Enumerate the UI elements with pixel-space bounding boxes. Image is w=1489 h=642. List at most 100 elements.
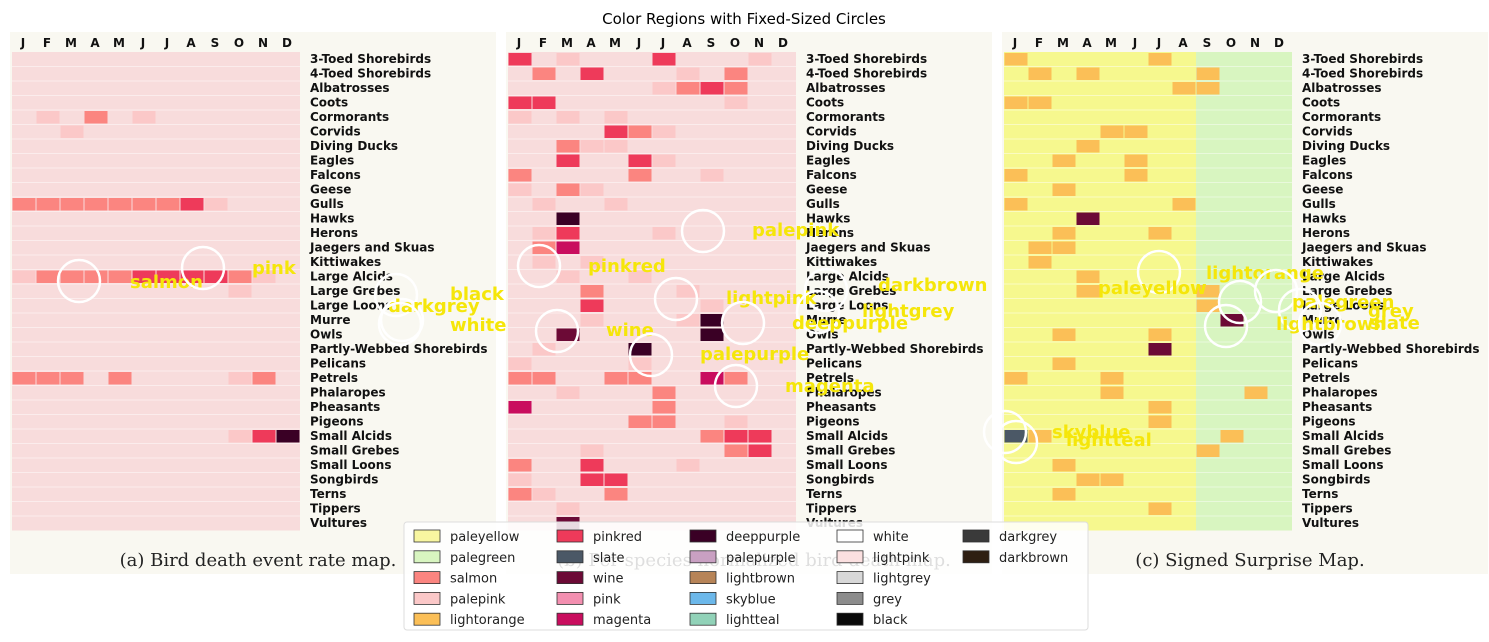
- species-label: Cormorants: [806, 110, 885, 124]
- legend-entry: grey: [836, 592, 902, 607]
- heatmap-cell: [1004, 169, 1028, 182]
- heatmap-cell: [556, 140, 580, 153]
- month-label: F: [539, 36, 547, 50]
- legend-swatch: [689, 571, 717, 584]
- species-label: Owls: [310, 328, 343, 342]
- species-label: Geese: [806, 183, 847, 197]
- legend-swatch: [689, 592, 717, 605]
- heatmap-cell: [652, 386, 676, 399]
- month-label: N: [1250, 36, 1260, 50]
- heatmap-cell: [1076, 285, 1100, 298]
- annotation-pinkred: pinkred: [516, 243, 666, 289]
- annotation-white: white: [377, 301, 506, 347]
- legend-label: palepurple: [726, 551, 796, 566]
- heatmap-cell: [700, 299, 724, 312]
- heatmap-cell: [1220, 430, 1244, 443]
- heatmap-cell: [1028, 241, 1052, 254]
- heatmap-cell: [628, 125, 652, 138]
- heatmap-cell: [1148, 415, 1172, 428]
- month-label: O: [730, 36, 740, 50]
- heatmap-cell: [228, 372, 252, 385]
- heatmap-cell: [508, 459, 532, 472]
- species-label: Pheasants: [310, 400, 380, 414]
- heatmap-cell: [556, 111, 580, 124]
- legend-swatch: [556, 592, 584, 605]
- annotation-label: skyblue: [1052, 422, 1131, 443]
- heatmap-cell: [276, 430, 300, 443]
- month-label: N: [754, 36, 764, 50]
- legend-swatch: [689, 550, 717, 564]
- annotation-label: wine: [606, 320, 654, 341]
- species-label: 4-Toed Shorebirds: [1302, 67, 1423, 81]
- legend-label: magenta: [593, 613, 651, 628]
- heatmap-cell: [1196, 67, 1220, 80]
- month-label: J: [660, 36, 665, 50]
- heatmap-cell: [604, 111, 628, 124]
- species-label: Small Grebes: [1302, 444, 1391, 458]
- heatmap-cell: [36, 372, 60, 385]
- heatmap-cell: [1148, 328, 1172, 341]
- heatmap-cell: [556, 502, 580, 515]
- heatmap-cell: [628, 415, 652, 428]
- species-label: Owls: [806, 328, 839, 342]
- month-label: N: [258, 36, 268, 50]
- heatmap-cell: [532, 96, 556, 109]
- heatmap-cell: [580, 183, 604, 196]
- heatmap-cell: [580, 256, 604, 269]
- heatmap-cell: [532, 198, 556, 211]
- heatmap-cell: [628, 169, 652, 182]
- annotation-circle: [1297, 301, 1343, 347]
- legend-entry: slate: [556, 550, 624, 566]
- legend-label: deeppurple: [726, 530, 800, 545]
- legend-entry: salmon: [413, 571, 497, 587]
- species-label: Pelicans: [1302, 357, 1358, 371]
- month-label: S: [1203, 36, 1212, 50]
- heatmap-cell: [532, 488, 556, 501]
- species-label: Albatrosses: [1302, 81, 1382, 95]
- heatmap-cell: [724, 415, 748, 428]
- heatmap-cell: [1124, 169, 1148, 182]
- species-label: Large Loons: [806, 299, 888, 313]
- annotation-label: darkgrey: [388, 296, 480, 317]
- heatmap-cell: [508, 401, 532, 414]
- heatmap-cell: [724, 67, 748, 80]
- heatmap-cell: [1052, 357, 1076, 370]
- heatmap-cell: [556, 386, 580, 399]
- legend-label: lightbrown: [726, 572, 795, 587]
- legend-swatch: [689, 529, 717, 543]
- annotation-circle: [180, 245, 226, 291]
- species-label: Phalaropes: [806, 386, 882, 400]
- annotation-pink: pink: [180, 245, 297, 291]
- species-label: 4-Toed Shorebirds: [310, 67, 431, 81]
- species-label: Pheasants: [1302, 400, 1372, 414]
- species-label: Eagles: [310, 154, 354, 168]
- legend-label: black: [873, 613, 908, 628]
- species-label: Falcons: [806, 168, 857, 182]
- annotation-label: paleyellow: [1098, 278, 1207, 299]
- legend-entry: lightteal: [689, 612, 780, 628]
- heatmap-cell: [180, 198, 204, 211]
- annotation-label: slate: [1370, 313, 1420, 334]
- heatmap-cell: [1124, 154, 1148, 167]
- heatmap-cell: [60, 125, 84, 138]
- annotation-palepink: palepink: [680, 208, 840, 254]
- month-label: A: [682, 36, 692, 50]
- legend-entry: pinkred: [556, 529, 642, 545]
- species-label: Pelicans: [806, 357, 862, 371]
- species-label: Small Alcids: [310, 429, 392, 443]
- heatmap-cell: [556, 212, 580, 225]
- legend-swatch: [556, 550, 584, 564]
- heatmap-cell: [652, 82, 676, 95]
- heatmap-cell: [580, 299, 604, 312]
- heatmap-cell: [36, 111, 60, 124]
- month-label: M: [1105, 36, 1117, 50]
- heatmap-cell: [1028, 96, 1052, 109]
- heatmap-cell: [652, 154, 676, 167]
- legend-label: white: [873, 530, 909, 545]
- species-label: Albatrosses: [806, 81, 886, 95]
- month-label: A: [186, 36, 196, 50]
- heatmap-cell: [724, 372, 748, 385]
- heatmap-cell: [1004, 53, 1028, 66]
- species-label: Pheasants: [806, 400, 876, 414]
